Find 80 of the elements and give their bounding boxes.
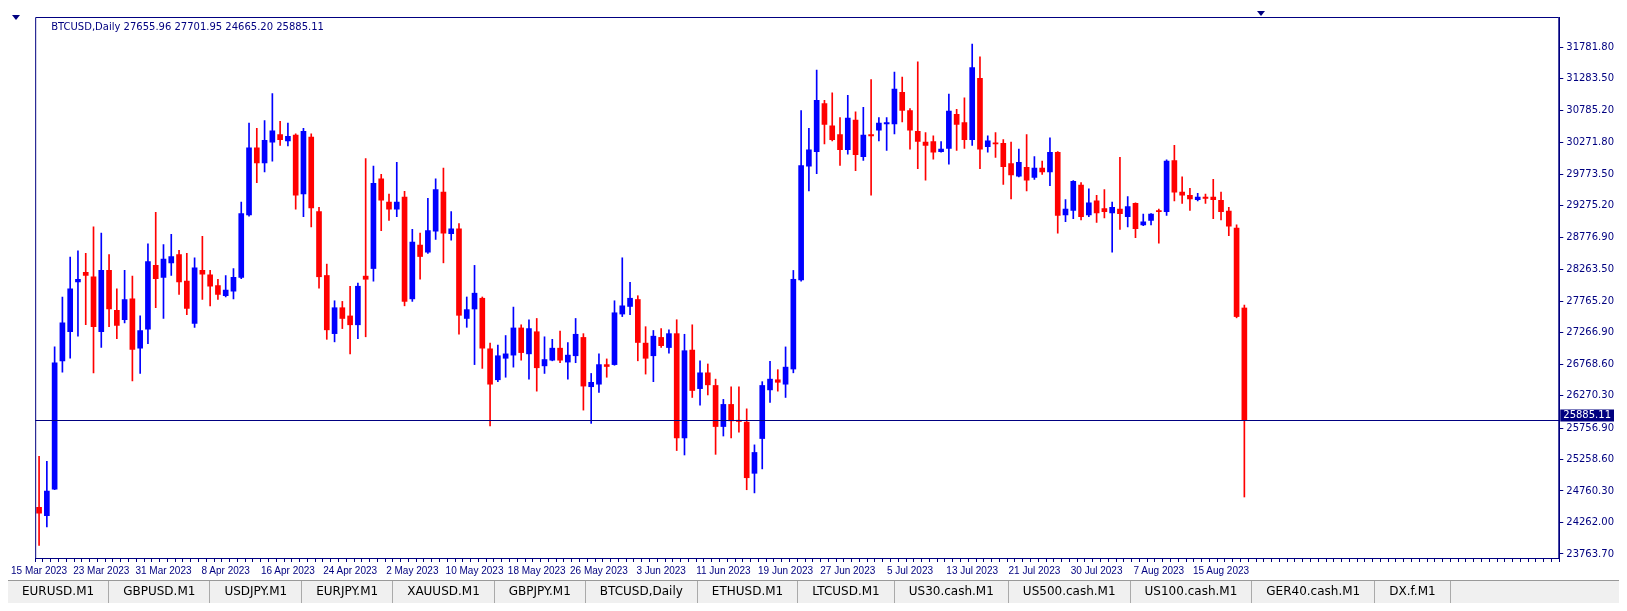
text: XAUUSD.M1 — [393, 581, 495, 603]
candlestick — [767, 361, 773, 403]
x-tick-label: 2 May 2023 — [386, 564, 439, 576]
y-tick-label: 25258.60 — [1566, 453, 1614, 465]
y-tick-label: 31781.80 — [1566, 40, 1614, 52]
y-tick-label: 24262.00 — [1566, 516, 1614, 528]
x-tick-label: 27 Jun 2023 — [820, 564, 876, 576]
y-tick-label: 30785.20 — [1566, 103, 1614, 115]
candlestick — [565, 342, 571, 380]
x-tick-label: 13 Jul 2023 — [946, 564, 999, 576]
x-tick-label: 10 May 2023 — [445, 564, 504, 576]
x-tick-label: 18 May 2023 — [507, 564, 567, 576]
candlestick — [1008, 141, 1014, 200]
y-tick-label: 27266.90 — [1566, 326, 1614, 338]
candlestick — [1155, 208, 1162, 244]
x-tick-label: 16 Apr 2023 — [260, 564, 316, 576]
candlestick — [152, 211, 159, 309]
y-tick-label: 23763.70 — [1566, 547, 1614, 559]
candlestick — [277, 120, 283, 146]
chart-title: BTCUSD,Daily 27655.96 27701.95 24665.20 25885.11 — [51, 20, 324, 32]
y-tick-label: 30271.80 — [1566, 136, 1614, 148]
x-tick-label: 31 Mar 2023 — [135, 564, 192, 576]
candlestick — [588, 373, 594, 424]
y-tick-label: 27765.20 — [1566, 294, 1614, 306]
x-tick-label: 24 Apr 2023 — [323, 564, 378, 576]
y-tick-label: 25756.90 — [1566, 421, 1614, 433]
candlestick — [1109, 201, 1115, 253]
x-tick-label: 19 Jun 2023 — [758, 564, 814, 576]
y-tick-label: 26768.60 — [1566, 357, 1614, 369]
x-tick-label: 21 Jul 2023 — [1008, 564, 1061, 576]
text: EURJPY.M1 — [302, 581, 394, 603]
text: US30.cash.M1 — [894, 581, 1009, 603]
text: GBPUSD.M1 — [109, 581, 211, 603]
y-tick-label: 29275.20 — [1566, 199, 1614, 211]
x-tick-label: 7 Aug 2023 — [1133, 564, 1185, 576]
candlestick — [448, 211, 455, 241]
candlestick — [774, 369, 781, 392]
x-tick-label: 11 Jun 2023 — [696, 564, 751, 576]
y-tick-label: 24760.30 — [1566, 484, 1614, 496]
x-tick-label: 3 Jun 2023 — [636, 564, 687, 576]
text: USDJPY.M1 — [210, 581, 303, 603]
candlestick — [914, 61, 921, 170]
candlestick — [36, 455, 42, 546]
x-tick-label: 26 May 2023 — [570, 564, 629, 576]
y-tick-label: 28263.50 — [1566, 263, 1614, 275]
x-tick-label: 5 Jul 2023 — [886, 564, 934, 576]
candlestick — [393, 162, 400, 218]
text: GER40.cash.M1 — [1252, 581, 1376, 603]
text: GBPJPY.M1 — [494, 581, 586, 603]
y-tick-label: 31283.50 — [1566, 72, 1614, 84]
text: US100.cash.M1 — [1130, 581, 1253, 603]
candlestick — [603, 358, 610, 378]
candlestick — [168, 234, 175, 276]
x-tick-label: 15 Aug 2023 — [1192, 564, 1250, 576]
candlestick — [75, 250, 81, 337]
candlestick — [1210, 179, 1217, 219]
y-tick-label: 28776.90 — [1566, 230, 1614, 242]
text: DX.f.M1 — [1375, 581, 1451, 603]
text: EURUSD.M1 — [8, 581, 110, 603]
candlestick — [938, 141, 944, 153]
candlestick — [619, 257, 626, 317]
text: ETHUSD.M1 — [697, 581, 799, 603]
candlestick — [347, 285, 353, 355]
x-tick-label: 8 Apr 2023 — [201, 564, 251, 576]
candlestick — [82, 253, 89, 326]
candlestick — [868, 79, 874, 196]
text: LTCUSD.M1 — [798, 581, 895, 603]
ref-line-label: 25885.11 — [1563, 409, 1611, 421]
text: US500.cash.M1 — [1008, 581, 1131, 603]
candlestick — [417, 232, 423, 280]
candlestick — [1187, 187, 1193, 211]
x-tick-label: 23 Mar 2023 — [73, 564, 130, 576]
candlestick — [285, 122, 291, 147]
y-tick-label: 26270.30 — [1566, 389, 1614, 401]
text: BTCUSD,Daily — [585, 581, 698, 603]
candlestick — [1179, 176, 1185, 204]
x-tick-label: 15 Mar 2023 — [11, 564, 68, 576]
x-tick-label: 30 Jul 2023 — [1070, 564, 1123, 576]
candlestick — [1117, 156, 1123, 230]
y-tick-label: 29773.50 — [1566, 167, 1614, 179]
